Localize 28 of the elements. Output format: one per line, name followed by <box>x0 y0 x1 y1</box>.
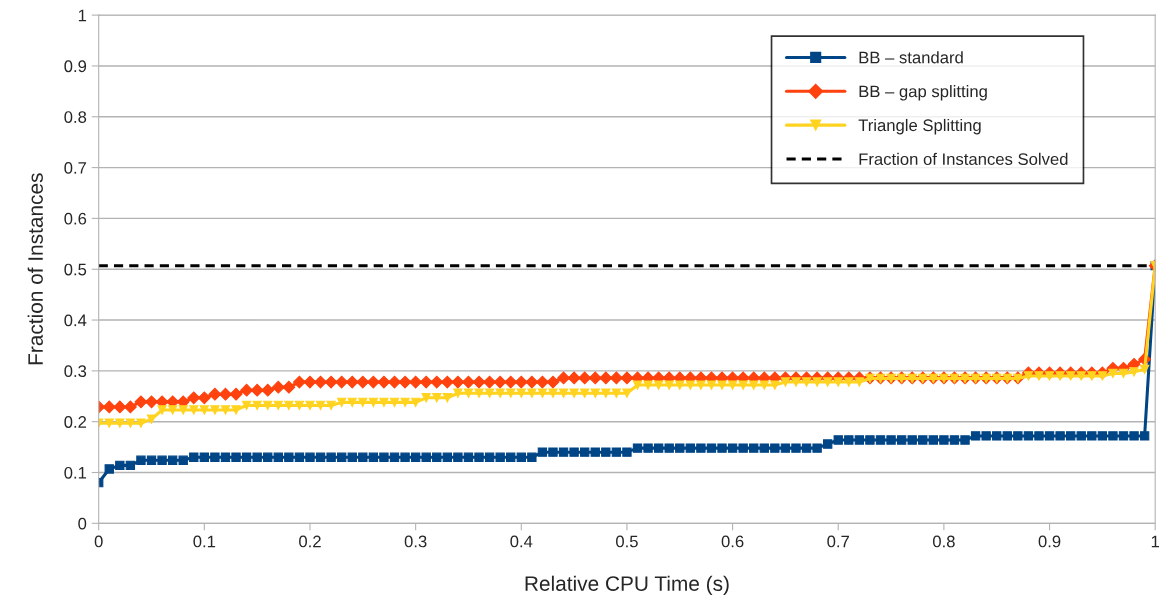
y-tick-label: 0.5 <box>64 263 87 276</box>
y-tick-label: 0.2 <box>64 416 87 428</box>
x-tick-label: 0.9 <box>1038 535 1061 548</box>
x-tick-label: 0.6 <box>721 535 744 548</box>
x-tick-label: 0.1 <box>193 535 216 548</box>
x-tick-label: 0.8 <box>932 535 955 548</box>
y-tick-label: 0.9 <box>64 60 87 73</box>
y-axis-title: Fraction of Instances <box>27 173 43 365</box>
x-tick-label: 1 <box>1151 535 1160 548</box>
x-tick-label: 0 <box>94 535 103 548</box>
x-tick-label: 0.2 <box>299 535 321 548</box>
x-tick-label: 0.4 <box>510 535 533 548</box>
y-tick-label: 0.6 <box>64 212 87 225</box>
x-tick-label: 0.3 <box>404 535 427 548</box>
legend-label: BB – gap splitting <box>859 85 987 101</box>
x-tick-label: 0.5 <box>616 535 638 548</box>
y-tick-label: 0 <box>78 517 87 530</box>
y-tick-label: 0.1 <box>64 466 87 479</box>
y-tick-label: 0.7 <box>64 161 87 174</box>
x-tick-label: 0.7 <box>827 535 849 548</box>
legend-label: BB – standard <box>859 51 963 64</box>
legend-label: Triangle Splitting <box>858 118 981 135</box>
legend-label: Fraction of Instances Solved <box>859 152 1068 166</box>
y-tick-label: 0.4 <box>64 314 87 327</box>
y-tick-label: 0.3 <box>64 365 87 378</box>
y-tick-label: 0.8 <box>64 111 87 123</box>
y-tick-label: 1 <box>78 9 87 22</box>
x-axis-title: Relative CPU Time (s) <box>525 575 729 596</box>
